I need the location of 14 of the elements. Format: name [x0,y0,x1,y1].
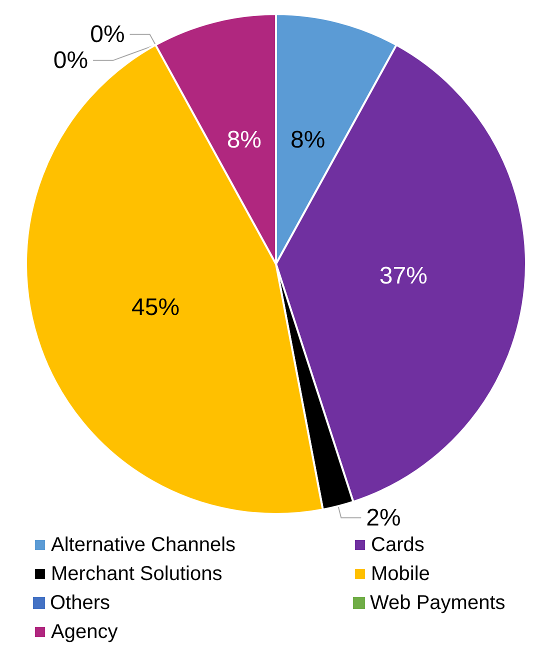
data-label: 8% [226,126,262,154]
legend-label: Alternative Channels [51,534,236,556]
legend-label: Agency [51,621,118,643]
legend-label: Mobile [371,563,430,585]
legend-label: Merchant Solutions [51,563,222,585]
text: 0% [90,20,125,48]
legend-label: Others [50,592,110,614]
data-label: 8% [290,126,326,154]
text: 0% [53,46,88,74]
data-label: 37% [379,262,428,290]
data-label: 45% [132,294,180,321]
legend-label: Web Payments [370,592,506,614]
data-label: 2% [366,504,401,532]
legend-label: Cards [371,534,424,556]
